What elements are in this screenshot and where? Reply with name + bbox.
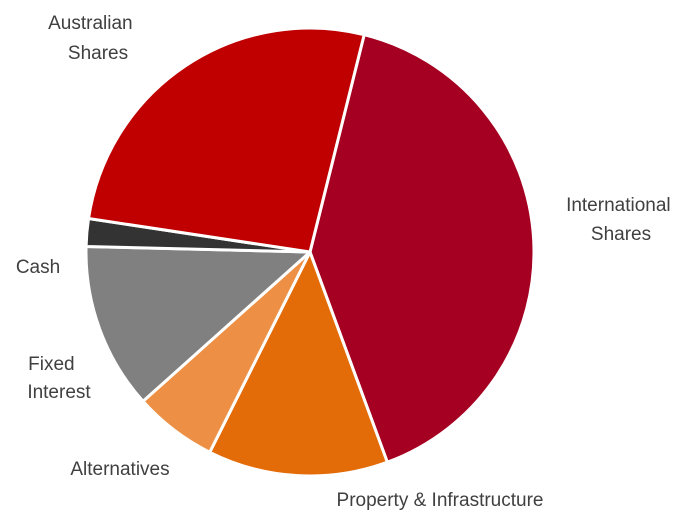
label-property-infrastructure: Property & Infrastructure <box>337 490 544 511</box>
slice-international-shares <box>308 33 536 464</box>
pie-slices <box>84 26 536 478</box>
slice-fixed-interest <box>84 245 312 403</box>
label-international-shares: International Shares <box>566 195 676 245</box>
slice-property-infrastructure <box>208 250 389 478</box>
pie-labels: International Shares Property & Infrastr… <box>16 13 676 511</box>
label-australian-shares: Australian Shares <box>48 13 138 64</box>
label-cash: Cash <box>16 257 60 278</box>
slice-australian-shares <box>87 26 366 254</box>
label-alternatives: Alternatives <box>70 459 169 480</box>
label-fixed-interest: Fixed Interest <box>27 354 91 403</box>
